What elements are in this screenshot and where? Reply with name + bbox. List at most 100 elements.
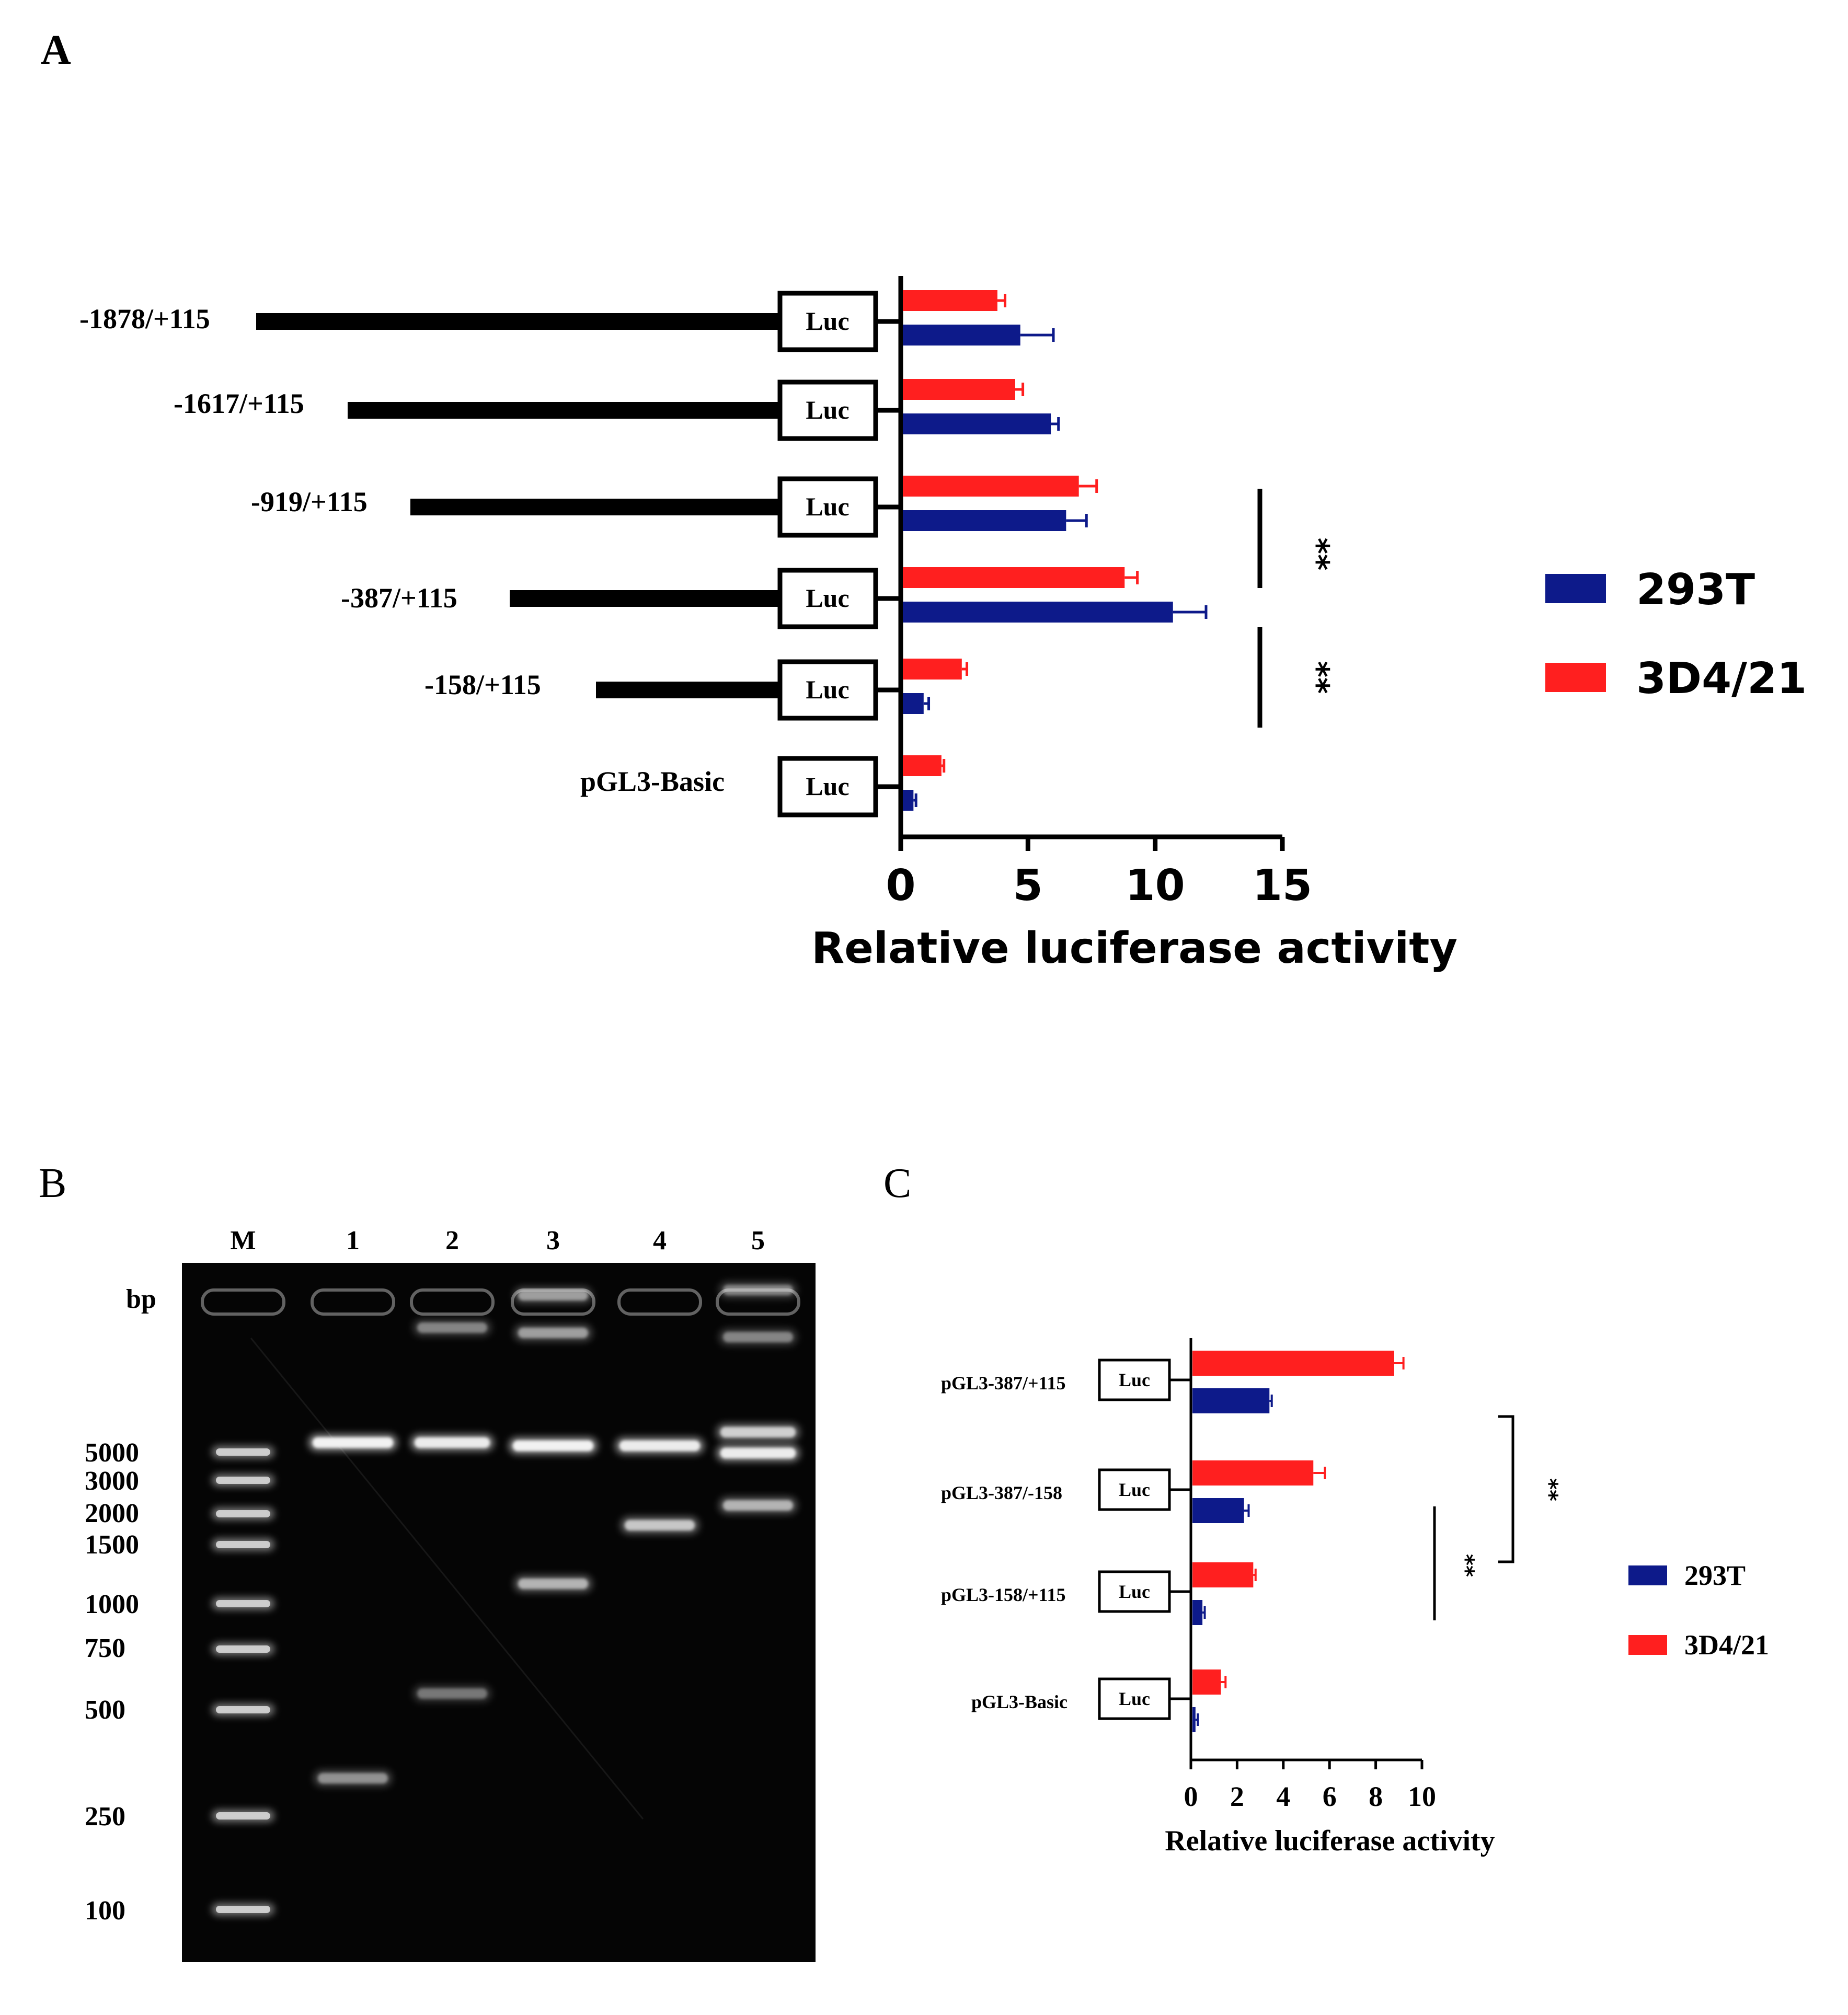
panel-c-x-tick-label-8: 8 [1369,1781,1383,1812]
panel-a-x-tick-label-10: 10 [1126,861,1185,911]
panel-c-category-label-pgl3-387-158: pGL3-387/-158 [941,1482,1062,1503]
panel-c-bar-3d4-21-pgl3-158-115 [1192,1562,1254,1587]
panel-a-legend-swatch-3d4-21 [1545,663,1606,692]
panel-c-legend-label-293t: 293T [1684,1560,1746,1591]
panel-a-luc-box-158-115 [777,659,878,721]
panel-a-category-label-387-115: -387/+115 [341,582,457,614]
panel-a-category-label-1878-115: -1878/+115 [79,303,210,335]
gel-lane-label-5: 5 [751,1226,765,1256]
panel-a-sig-label-2: ** [1299,661,1336,694]
gel-band-lane-1-0 [313,1437,393,1448]
panel-c-x-axis-label: Relative luciferase activity [1165,1825,1495,1857]
gel-marker-band-1500 [216,1541,270,1548]
gel-marker-label-2000: 2000 [85,1499,139,1528]
panel-letter-b: B [39,1160,66,1206]
panel-a-luc-label-1617-115: Luc [806,395,849,424]
panel-a-category-label-158-115: -158/+115 [424,669,541,700]
panel-a-luc-label-387-115: Luc [806,583,849,613]
gel-band-lane-2-14 [417,1322,487,1333]
panel-c-bar-293t-pgl3-158-115 [1192,1600,1203,1625]
panel-letter-a: A [41,27,71,73]
panel-c-chart: pGL3-387/+115 Luc pGL3-387/-158 Luc pGL3-158… [941,1338,1769,1857]
panel-a-bar-3d4-21-1617-115 [903,379,1015,400]
panel-a-luc-label-919-115: Luc [806,492,849,521]
panel-c-luc-label-pgl3-387-115: Luc [1119,1369,1150,1390]
gel-well-m [201,1288,285,1316]
gel-band-lane-3-4 [513,1441,593,1451]
gel-band-lane-3-11 [518,1290,588,1300]
gel-marker-label-100: 100 [85,1896,125,1926]
panel-a-luc-label-158-115: Luc [806,675,849,704]
gel-lane-label-m: M [230,1226,256,1256]
panel-c-legend-swatch-3d4-21 [1628,1635,1667,1655]
panel-a-x-tick-label-0: 0 [886,861,915,911]
gel-marker-band-750 [216,1645,270,1653]
panel-letter-c: C [883,1160,911,1206]
panel-a-chart: -1878/+115 Luc -1617/+115 Luc -919/+115 Luc -3… [79,276,1807,973]
panel-c-category-label-pgl3-158-115: pGL3-158/+115 [941,1584,1066,1605]
gel-well-2 [410,1288,495,1316]
gel-band-lane-2-2 [415,1437,490,1448]
panel-a-bar-293t-1617-115 [903,413,1051,434]
gel-image [182,1263,816,1962]
gel-well-4 [617,1288,702,1316]
panel-a-legend-label-293t: 293T [1636,565,1755,615]
gel-marker-label-250: 250 [85,1802,125,1832]
panel-c-bar-293t-pgl3-387-158 [1192,1498,1244,1523]
gel-band-lane-4-6 [619,1441,700,1451]
panel-a-bar-3d4-21-158-115 [903,659,962,680]
gel-band-lane-5-8 [720,1427,796,1437]
panel-a-bar-293t-pgl3-basic [903,790,914,811]
panel-c-luc-label-pgl3-158-115: Luc [1119,1581,1150,1602]
panel-c-category-label-pgl3-basic: pGL3-Basic [971,1691,1068,1712]
panel-c-x-tick-label-4: 4 [1276,1781,1290,1812]
gel-marker-label-750: 750 [85,1633,125,1663]
panel-c-sig-bracket-2 [1498,1415,1514,1563]
panel-c-x-tick-label-0: 0 [1184,1781,1198,1812]
gel-marker-label-3000: 3000 [85,1466,139,1496]
panel-a-category-label-1617-115: -1617/+115 [174,388,304,419]
panel-c-sig-label-2: ** [1537,1478,1563,1501]
panel-a-category-label-919-115: -919/+115 [251,486,368,517]
gel-marker-band-2000 [216,1510,270,1517]
panel-c-bar-3d4-21-pgl3-basic [1192,1669,1221,1695]
panel-c-sig-label-1: ** [1453,1554,1479,1577]
gel-artifact-streak [250,1338,644,1820]
panel-c-x-tick-label-10: 10 [1408,1781,1436,1812]
panel-c-luc-label-pgl3-basic: Luc [1119,1688,1150,1709]
panel-a-category-label-pgl3-basic: pGL3-Basic [580,766,725,797]
gel-well-1 [311,1288,395,1316]
panel-a-bar-3d4-21-387-115 [903,567,1125,588]
gel-marker-label-1000: 1000 [85,1590,139,1619]
gel-marker-band-3000 [216,1477,270,1484]
gel-band-lane-5-12 [723,1285,793,1295]
gel-marker-band-100 [216,1906,270,1913]
panel-c-bar-3d4-21-pgl3-387-158 [1192,1460,1314,1486]
gel-unit-label: bp [126,1284,156,1314]
gel-marker-band-500 [216,1706,270,1713]
panel-a-bar-293t-919-115 [903,510,1066,531]
panel-c-luc-box-pgl3-387-115 [1098,1358,1171,1401]
gel-marker-label-1500: 1500 [85,1530,139,1560]
panel-a-bar-293t-1878-115 [903,325,1020,346]
gel-band-lane-5-10 [723,1500,793,1511]
panel-a-bar-3d4-21-919-115 [903,476,1079,497]
gel-lane-label-1: 1 [346,1226,360,1256]
gel-marker-label-5000: 5000 [85,1438,139,1468]
panel-a-luc-box-1617-115 [777,379,878,441]
panel-c-legend-label-3d4-21: 3D4/21 [1684,1629,1769,1661]
panel-c-category-label-pgl3-387-115: pGL3-387/+115 [941,1373,1066,1394]
gel-band-lane-5-9 [720,1448,796,1458]
panel-a-x-tick-label-15: 15 [1253,861,1312,911]
gel-marker-label-500: 500 [85,1695,125,1725]
panel-a-legend-swatch-293t [1545,574,1606,603]
gel-lane-label-4: 4 [653,1226,667,1256]
panel-a-legend-label-3d4-21: 3D4/21 [1636,654,1807,704]
panel-c-luc-label-pgl3-387-158: Luc [1119,1479,1150,1500]
panel-c-x-tick-label-6: 6 [1323,1781,1337,1812]
panel-c-legend-swatch-293t [1628,1565,1667,1585]
panel-a-luc-box-pgl3-basic [777,756,878,817]
